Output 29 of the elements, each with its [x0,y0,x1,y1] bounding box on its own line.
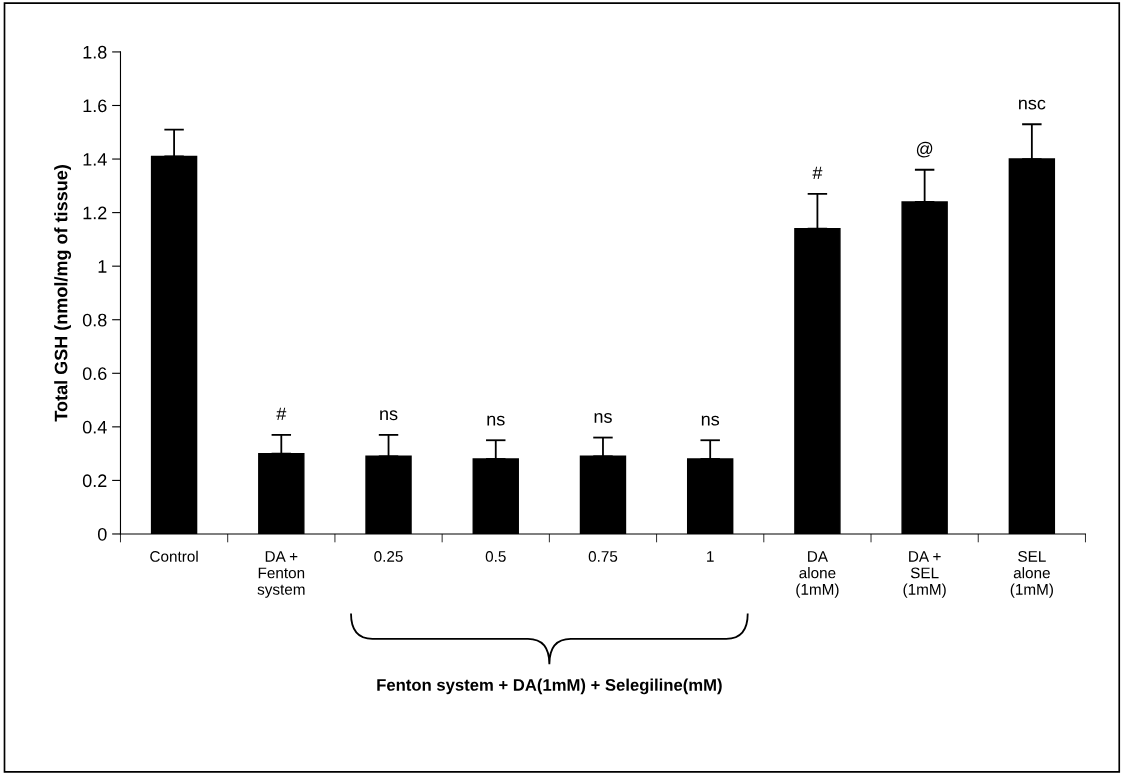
text: Fenton system + DA(1mM) + Selegiline(mM) [377,678,722,695]
annotation: # [276,407,287,421]
x-tick-label: DA + SEL (1mM) [903,551,946,598]
y-tick-label: 1.8 [83,45,107,59]
y-tick-label: 1 [98,260,107,273]
y-tick-label: 1.6 [83,99,107,113]
annotation: ns [380,410,398,421]
y-tick-label: 1.4 [83,153,107,166]
annotation: @ [916,141,933,158]
annotation: nsc [1019,99,1046,110]
x-tick-label: SEL alone (1mM) [1010,551,1053,598]
y-tick-label: 0.6 [82,367,107,381]
y-axis-title: Total GSH (nmol/mg of tissue) [54,165,72,422]
x-tick-label: 0.75 [588,551,618,562]
x-tick-label: 0.25 [374,551,403,562]
y-tick-label: 0 [97,527,107,541]
x-tick-label: DA alone (1mM) [796,551,839,598]
x-tick-label: 0.5 [485,551,506,562]
x-tick-label: Control [150,550,198,562]
x-tick-label: 1 [707,551,714,562]
y-tick-label: 0.4 [82,420,107,434]
y-tick-label: 1.2 [83,206,107,220]
annotation: ns [594,412,612,423]
annotation: ns [487,415,505,426]
annotation: # [812,166,823,179]
y-tick-label: 0.8 [82,313,107,327]
y-tick-label: 0.2 [82,474,107,488]
x-tick-label: DA + Fenton system [257,551,305,598]
annotation: ns [701,415,720,426]
